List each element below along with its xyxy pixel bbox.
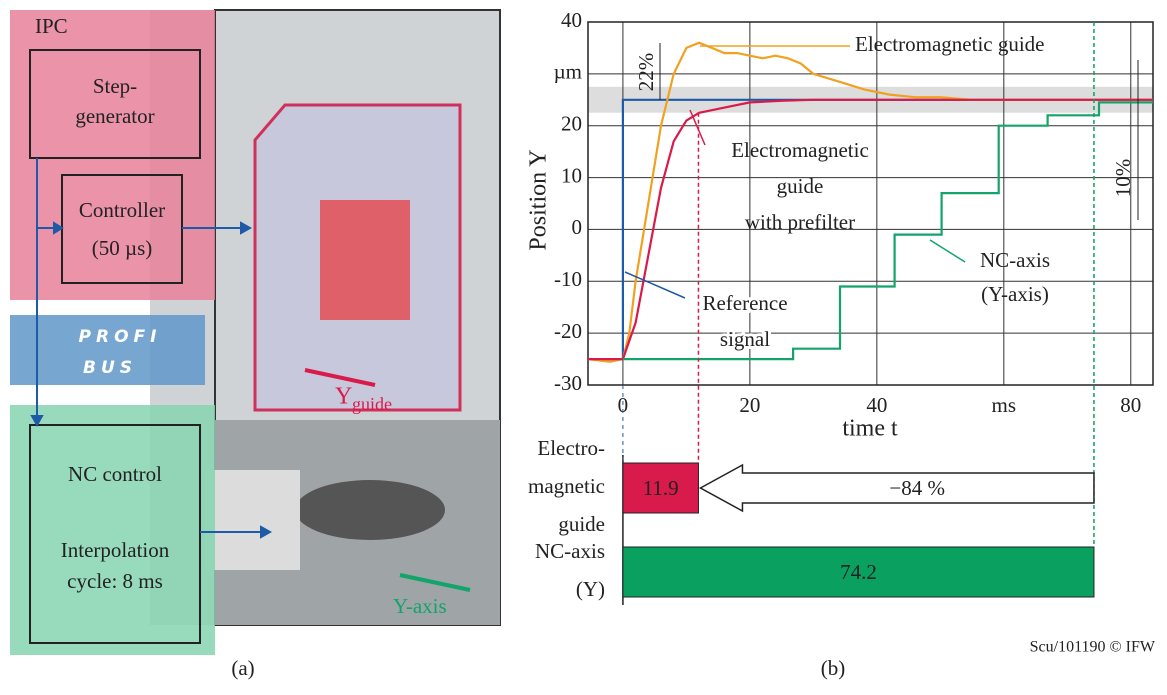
annotation: 10%: [1111, 159, 1135, 198]
y-tick-label: -10: [554, 267, 582, 291]
y-guide-label: guide: [352, 394, 392, 414]
bar-label: 74.2: [840, 560, 877, 584]
panel: [320, 200, 410, 320]
bar-label: 11.9: [643, 476, 679, 500]
x-axis-label: time t: [842, 416, 898, 442]
x-tick-label: 40: [866, 393, 887, 417]
y-tick-label: 0: [572, 215, 583, 239]
interpolation-label: Interpolation: [61, 538, 170, 562]
y-tick-label: -20: [554, 319, 582, 343]
annotation: (Y-axis): [981, 282, 1049, 306]
category-label: NC-axis: [535, 539, 605, 563]
leader: [930, 240, 965, 262]
annotation: guide: [777, 174, 824, 198]
x-tick-label: 80: [1120, 393, 1141, 417]
ipc-label: IPC: [35, 14, 68, 38]
annotation: signal: [720, 327, 770, 351]
y-axis-label: Y-axis: [393, 594, 447, 618]
figure: IPC Step- generator Controller (50 µs) P…: [0, 0, 1167, 690]
annotation: Electromagnetic guide: [855, 32, 1045, 56]
rotary-table: [295, 480, 445, 540]
category-label: magnetic: [528, 474, 605, 498]
reduction-label: −84 %: [889, 476, 945, 500]
x-tick-label: 20: [739, 393, 760, 417]
category-label: (Y): [576, 577, 605, 601]
interpolation-label: cycle: 8 ms: [67, 569, 163, 593]
category-label: Electro-: [537, 436, 605, 460]
y-tick-label: 40: [561, 8, 582, 32]
caption: (b): [821, 656, 846, 680]
footer: Scu/101190 © IFW: [1030, 639, 1156, 656]
y-tick-label: -30: [554, 371, 582, 395]
controller-label: (50 µs): [92, 236, 153, 260]
annotation: NC-axis: [980, 248, 1050, 272]
profibus-logo: BUS: [83, 358, 137, 378]
step-generator-label: Step-: [93, 74, 137, 98]
trunnion: [205, 470, 300, 570]
step-generator-label: generator: [75, 104, 154, 128]
x-tick-label: ms: [992, 393, 1017, 417]
annotation: 22%: [634, 53, 658, 92]
category-label: guide: [558, 512, 605, 536]
y-guide-label: Y: [335, 384, 352, 410]
leader: [690, 110, 705, 145]
annotation: with prefilter: [745, 210, 855, 234]
y-tick-label: µm: [554, 60, 582, 84]
y-tick-label: 10: [561, 163, 582, 187]
caption: (a): [231, 656, 254, 680]
line: [623, 102, 1153, 359]
profibus-logo: PROFI: [79, 327, 162, 347]
nc-region: [10, 405, 215, 655]
controller-label: Controller: [79, 198, 165, 222]
annotation: Reference: [702, 291, 787, 315]
y-axis-label: Position Y: [526, 149, 552, 250]
nc-control-label: NC control: [68, 462, 162, 486]
y-tick-label: 20: [561, 112, 582, 136]
annotation: Electromagnetic: [731, 138, 869, 162]
